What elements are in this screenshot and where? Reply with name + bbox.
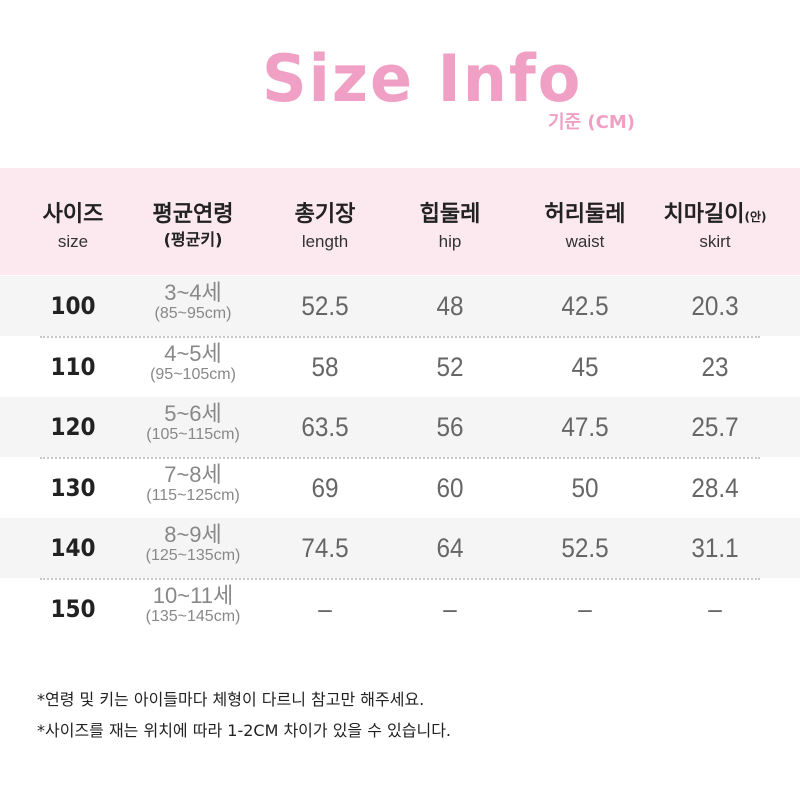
height: (135~145cm) [145, 607, 241, 625]
waist-cell: 47.5 [561, 412, 609, 442]
age-cell: 5~6세 (105~115cm) [118, 403, 268, 443]
table-row: 120 5~6세 (105~115cm) 63.5 56 47.5 25.7 [0, 397, 800, 457]
age-cell: 3~4세 (85~95cm) [118, 282, 268, 322]
header-sub: skirt [699, 232, 731, 251]
header-1: 평균연령 [128, 196, 258, 228]
table-header [0, 168, 800, 275]
length-cell: 63.5 [301, 412, 349, 442]
age: 5~6세 [164, 401, 222, 426]
hip-cell: 48 [436, 291, 464, 321]
hip-cell: 64 [436, 533, 464, 563]
length-cell: 69 [311, 472, 339, 503]
age-cell: 4~5세 (95~105cm) [118, 340, 268, 383]
row-divider [40, 578, 760, 580]
skirt-cell: 31.1 [691, 533, 739, 563]
waist-cell: 45 [571, 351, 599, 382]
size-cell: 140 [50, 534, 96, 562]
length-cell: 58 [311, 351, 339, 382]
unit-label: 기준 (CM) [548, 112, 635, 133]
row-divider [40, 336, 760, 338]
size-cell: 130 [50, 473, 96, 502]
waist-cell: 50 [571, 472, 599, 503]
skirt-cell: 20.3 [691, 291, 739, 321]
header-label: 평균연령 [152, 202, 234, 227]
height: (95~105cm) [150, 365, 236, 383]
skirt-cell: 28.4 [691, 472, 739, 503]
height: (105~115cm) [146, 426, 240, 443]
note: *사이즈를 재는 위치에 따라 1-2CM 차이가 있을 수 있습니다. [37, 721, 452, 740]
age-cell: 10~11세 (135~145cm) [118, 582, 268, 625]
header-label: 사이즈 [42, 202, 104, 227]
header-5: 치마길이(안) [650, 196, 780, 228]
header-4: 허리둘레 [520, 196, 650, 228]
header-sub: size [57, 232, 89, 251]
title: Size Info [262, 40, 583, 117]
age: 7~8세 [164, 461, 222, 487]
size-cell: 100 [50, 292, 96, 320]
height: (115~125cm) [146, 486, 240, 504]
header-sub: waist [565, 232, 605, 251]
skirt-cell: 25.7 [691, 412, 739, 442]
length-cell: 52.5 [301, 291, 349, 321]
age: 10~11세 [152, 582, 234, 608]
age: 3~4세 [164, 280, 222, 305]
size-cell: 150 [50, 594, 96, 623]
header-sub: length [301, 232, 349, 251]
hip-cell: 56 [436, 412, 464, 442]
table-row: 140 8~9세 (125~135cm) 74.5 64 52.5 31.1 [0, 518, 800, 578]
hip-cell: – [443, 593, 457, 624]
height: (85~95cm) [154, 305, 232, 322]
header-0: 사이즈 [8, 196, 138, 228]
length-cell: – [318, 593, 332, 624]
table-row: 130 7~8세 (115~125cm) 69 60 50 28.4 [0, 458, 800, 518]
waist-cell: – [578, 593, 592, 624]
size-cell: 120 [50, 413, 96, 441]
note: *연령 및 키는 아이들마다 체형이 다르니 참고만 해주세요. [37, 690, 425, 709]
header-2: 총기장 [260, 196, 390, 228]
skirt-cell: – [708, 593, 722, 624]
header-label: 힙둘레 [419, 202, 481, 227]
length-cell: 74.5 [301, 533, 349, 563]
header-label: 허리둘레 [544, 202, 626, 227]
skirt-cell: 23 [701, 351, 729, 382]
header-suffix: (안) [744, 210, 767, 224]
row-divider [40, 457, 760, 459]
age-cell: 8~9세 (125~135cm) [118, 524, 268, 564]
age: 4~5세 [164, 340, 222, 366]
header-label: 총기장 [294, 202, 356, 227]
size-cell: 110 [50, 352, 96, 381]
table-row: 150 10~11세 (135~145cm) – – – – [0, 579, 800, 639]
age: 8~9세 [164, 522, 222, 547]
hip-cell: 60 [436, 472, 464, 503]
waist-cell: 42.5 [561, 291, 609, 321]
table-row: 100 3~4세 (85~95cm) 52.5 48 42.5 20.3 [0, 276, 800, 336]
hip-cell: 52 [436, 351, 464, 382]
height: (125~135cm) [145, 547, 241, 564]
header-sub: (평균키) [163, 230, 223, 249]
age-cell: 7~8세 (115~125cm) [118, 461, 268, 504]
header-sub: hip [438, 232, 462, 251]
table-row: 110 4~5세 (95~105cm) 58 52 45 23 [0, 337, 800, 397]
header-label: 치마길이 [663, 202, 745, 227]
waist-cell: 52.5 [561, 533, 609, 563]
notes: *연령 및 키는 아이들마다 체형이 다르니 참고만 해주세요. *사이즈를 재… [37, 684, 451, 746]
header-3: 힙둘레 [385, 196, 515, 228]
